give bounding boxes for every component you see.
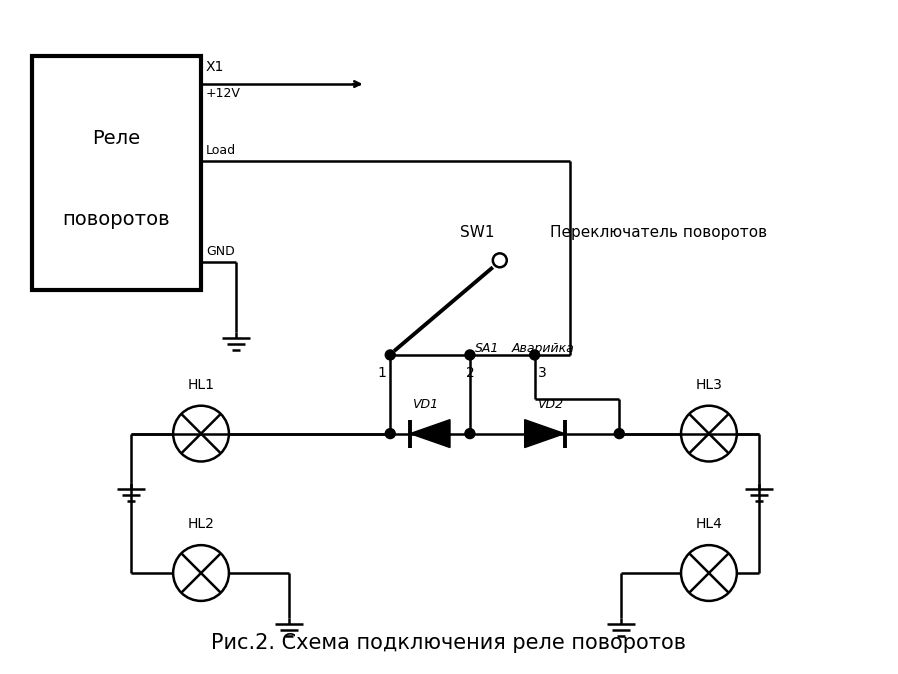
Circle shape [385,429,395,439]
Text: GND: GND [206,245,234,258]
Text: VD2: VD2 [536,398,563,410]
Polygon shape [410,420,450,448]
Text: Рис.2. Схема подключения реле поворотов: Рис.2. Схема подключения реле поворотов [212,633,686,652]
Circle shape [530,350,540,360]
Circle shape [385,350,395,360]
Text: SW1: SW1 [460,225,495,241]
Polygon shape [524,420,565,448]
Text: HL1: HL1 [188,377,215,392]
Circle shape [614,429,624,439]
Text: 2: 2 [465,366,474,380]
Text: X1: X1 [206,60,224,74]
Text: HL2: HL2 [188,517,215,531]
Text: Аварийка: Аварийка [512,342,575,355]
Text: Load: Load [206,144,236,158]
Text: SA1: SA1 [475,342,499,355]
Text: VD1: VD1 [412,398,438,410]
Circle shape [465,429,475,439]
Text: HL4: HL4 [695,517,722,531]
Circle shape [465,350,475,360]
Text: HL3: HL3 [695,377,722,392]
Text: 1: 1 [378,366,387,380]
Text: Реле: Реле [92,129,140,148]
Text: Переключатель поворотов: Переключатель поворотов [550,225,767,241]
Bar [31,56,201,290]
Text: поворотов: поворотов [63,210,171,229]
Text: +12V: +12V [206,87,241,100]
Text: 3: 3 [538,366,547,380]
